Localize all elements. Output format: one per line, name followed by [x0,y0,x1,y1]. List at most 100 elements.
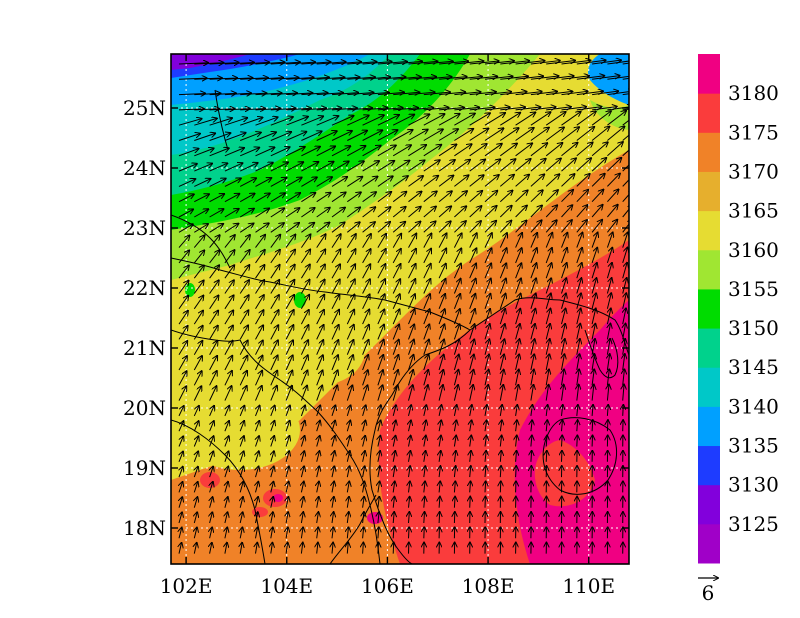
wind-arrow [270,325,278,340]
wind-arrow [423,221,436,233]
wind-arrow [392,294,400,310]
wind-arrow [607,126,624,141]
wind-arrow [392,325,399,340]
wind-arrow [270,340,278,355]
wind-arrow [500,128,518,141]
wind-arrow [240,543,242,554]
wind-arrow [178,78,207,79]
wind-arrow [240,436,244,447]
wind-arrow [193,250,204,264]
wind-arrow [438,249,446,264]
wind-arrow [239,223,253,233]
wind-arrow [362,222,375,233]
wind-arrow [301,223,314,233]
wind-arrow [531,451,532,462]
wind-arrow [300,355,307,371]
wind-arrow [622,263,627,279]
wind-arrow [484,206,497,218]
wind-arrow [255,78,284,80]
wind-arrow [484,159,500,172]
colorbar-label: 3160 [728,238,779,262]
wind-arrow [393,108,418,110]
wind-arrow [576,142,593,157]
wind-arrow [408,176,424,187]
wind-arrow [423,176,438,187]
wind-arrow [209,235,220,248]
wind-arrow [424,497,425,508]
wind-arrow [607,369,609,386]
wind-arrow [439,92,465,95]
wind-arrow [331,340,338,355]
wind-arrow [256,451,259,462]
wind-arrow [484,294,490,309]
colorbar-label: 3165 [728,199,779,223]
wind-arrow [193,311,203,325]
wind-arrow [363,451,365,462]
wind-arrow [423,385,428,401]
wind-arrow [178,356,187,371]
wind-arrow [316,355,323,371]
wind-arrow [516,405,518,416]
wind-arrow [377,161,394,172]
wind-arrow [362,77,391,79]
wind-arrow [484,113,505,126]
wind-arrow [607,189,618,203]
wind-arrow [316,193,331,203]
wind-arrow [255,325,264,340]
wind-arrow [484,191,497,203]
wind-arrow [362,161,379,172]
wind-arrow [256,543,258,554]
wind-arrow [530,143,547,157]
wind-arrow [209,356,218,371]
wind-arrow [239,250,249,264]
wind-arrow [500,107,525,110]
wind-arrow [271,466,274,478]
wind-arrow [499,248,506,264]
wind-arrow [286,527,288,539]
wind-arrow [193,371,201,386]
wind-arrow [576,174,590,187]
wind-arrow [576,248,582,264]
colorbar-label: 3170 [728,159,779,183]
wind-arrow [285,147,305,157]
wind-arrow [224,62,254,64]
wind-arrow [545,293,551,309]
wind-arrow [607,60,629,65]
wind-arrow [270,162,288,172]
wind-arrow [240,512,242,524]
wind-arrow [286,77,314,79]
wind-arrow [438,114,460,126]
wind-arrow [194,118,216,126]
wind-arrow [270,295,279,310]
wind-arrow [316,249,326,264]
wind-arrow [239,295,249,310]
wind-arrow [178,341,187,355]
wind-arrow [316,310,324,325]
wind-arrow [178,224,193,233]
colorbar-swatch [698,132,720,172]
wind-arrow [470,481,471,493]
wind-arrow [439,436,441,447]
wind-arrow [409,512,410,524]
wind-arrow [285,193,300,203]
wind-arrow [239,280,249,294]
wind-arrow [393,77,421,79]
wind-arrow [194,179,210,187]
wind-arrow [469,206,482,218]
wind-arrow [546,107,571,110]
wind-arrow [454,61,483,64]
wind-arrow [210,528,212,539]
wind-arrow [453,339,459,355]
wind-arrow [331,310,339,325]
wind-arrow [484,175,499,187]
wind-arrow [346,325,354,340]
wind-arrow [377,207,391,218]
wind-arrow [607,385,609,401]
wind-arrow [516,385,519,401]
wind-arrow [439,512,440,524]
wind-arrow [285,208,299,218]
wind-arrow [469,355,474,371]
wind-arrow [270,78,299,80]
wind-arrow [469,160,485,172]
wind-arrow [224,93,251,94]
